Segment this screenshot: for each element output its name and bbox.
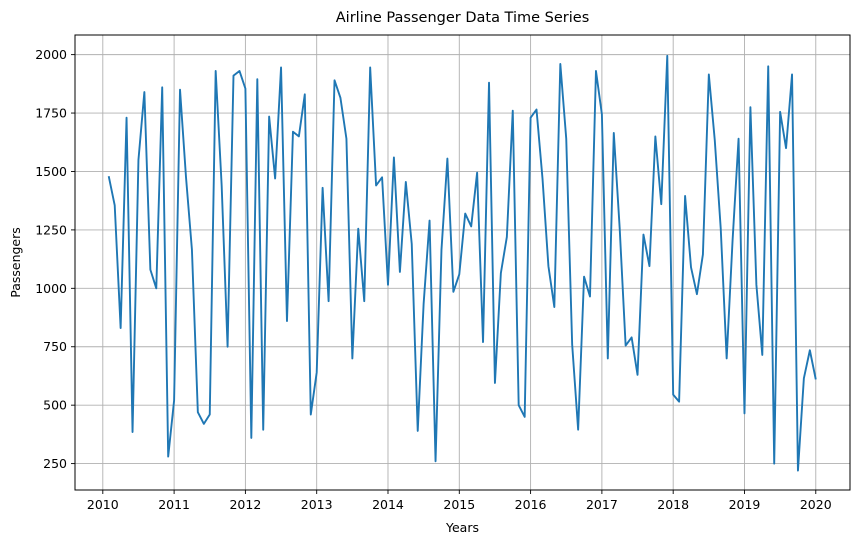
x-tick-label: 2010	[87, 497, 119, 512]
x-tick-label: 2017	[586, 497, 618, 512]
y-axis-label: Passengers	[8, 227, 23, 298]
y-tick-label: 1500	[35, 164, 67, 179]
plot-area-frame	[74, 34, 851, 491]
series-line	[107, 54, 817, 472]
y-tick-label: 1750	[35, 106, 67, 121]
x-tick-label: 2015	[443, 497, 475, 512]
x-axis-label: Years	[445, 520, 479, 535]
axis-ticks: 2010 2011 2012 2013 2014 2015 2016 2017 2018 2019…	[35, 47, 832, 512]
x-tick-label: 2019	[729, 497, 761, 512]
x-tick-label: 2011	[158, 497, 190, 512]
chart-title: Airline Passenger Data Time Series	[336, 10, 590, 26]
x-tick-label: 2018	[657, 497, 689, 512]
y-tick-label: 750	[43, 339, 67, 354]
y-tick-label: 1000	[35, 281, 67, 296]
y-tick-label: 500	[43, 398, 67, 413]
x-tick-label: 2020	[800, 497, 832, 512]
data-series	[107, 54, 817, 472]
y-tick-label: 1250	[35, 222, 67, 237]
y-tick-label: 250	[43, 456, 67, 471]
x-tick-label: 2016	[515, 497, 547, 512]
x-tick-label: 2012	[229, 497, 261, 512]
x-tick-label: 2014	[372, 497, 404, 512]
x-tick-label: 2013	[301, 497, 333, 512]
y-tick-label: 2000	[35, 47, 67, 62]
